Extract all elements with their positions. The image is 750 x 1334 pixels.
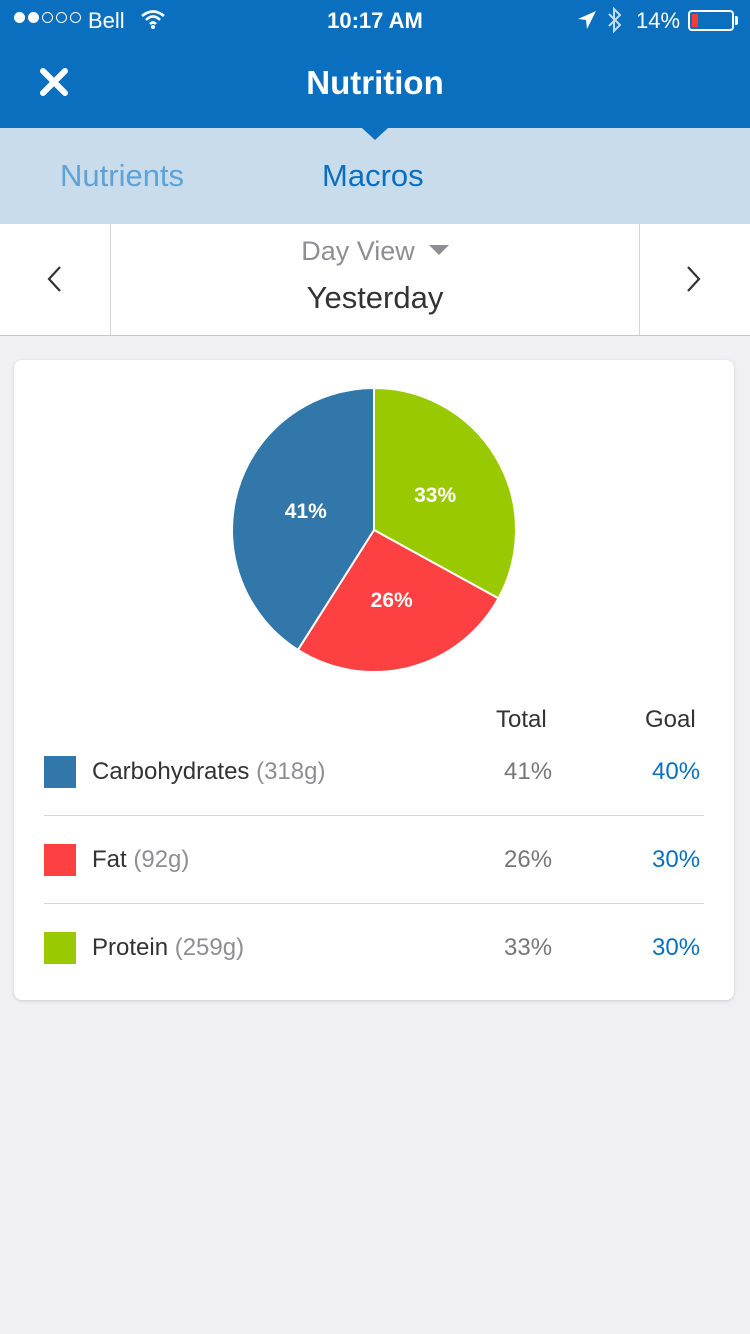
- status-time: 10:17 AM: [327, 8, 423, 33]
- view-selector[interactable]: Day View: [111, 236, 639, 267]
- pie-slice: [296, 528, 500, 673]
- view-selector-label: Day View: [301, 236, 415, 266]
- battery-tip: [735, 16, 738, 25]
- date-label: Yesterday: [306, 280, 444, 315]
- battery-icon: [688, 10, 734, 31]
- previous-day-button[interactable]: [0, 224, 111, 335]
- macro-goal: 40%: [652, 758, 701, 785]
- macro-goal: 30%: [652, 934, 701, 961]
- macro-row-fat: Fat (92g) 26% 30%: [44, 815, 704, 903]
- macro-name: Protein (259g): [92, 934, 245, 961]
- location-arrow-icon: [578, 11, 596, 29]
- macro-total: 41%: [504, 758, 553, 785]
- macro-row-protein: Protein (259g) 33% 30%: [44, 903, 704, 991]
- pie-slice-label: 26%: [371, 589, 413, 612]
- total-column-header: Total: [496, 706, 547, 733]
- bluetooth-icon: [608, 7, 622, 33]
- segment-tabs: Nutrients Macros: [0, 128, 750, 224]
- status-bar: Bell 10:17 AM 14%: [0, 0, 750, 40]
- macro-name: Fat (92g): [92, 846, 190, 873]
- page-title: Nutrition: [306, 64, 444, 101]
- chevron-right-icon: [687, 266, 701, 292]
- macros-pie-chart: 33% 26% 41%: [231, 386, 517, 673]
- top-bar: Bell 10:17 AM 14% Nutrition: [0, 0, 750, 128]
- pie-slice: [373, 386, 517, 600]
- color-swatch: [44, 756, 76, 788]
- wifi-icon: [141, 10, 165, 29]
- pie-slice: [231, 386, 375, 652]
- color-swatch: [44, 844, 76, 876]
- tab-macros[interactable]: Macros: [322, 158, 424, 193]
- macro-goal: 30%: [652, 846, 701, 873]
- pie-slice-label: 41%: [285, 500, 327, 523]
- next-day-button[interactable]: [639, 224, 750, 335]
- goal-column-header: Goal: [645, 706, 696, 733]
- signal-strength-icon: [14, 12, 81, 23]
- macro-total: 33%: [504, 934, 553, 961]
- battery-percent: 14%: [636, 8, 681, 33]
- macro-row-carbohydrates: Carbohydrates (318g) 41% 40%: [44, 728, 704, 816]
- tab-nutrients[interactable]: Nutrients: [60, 158, 185, 193]
- close-icon[interactable]: [38, 66, 70, 98]
- chevron-left-icon: [47, 266, 61, 292]
- caret-down-icon: [428, 245, 449, 255]
- macros-card: 33% 26% 41% Total Goal Carbohydrates (318g…: [14, 360, 734, 1000]
- selected-tab-indicator: [362, 128, 388, 140]
- carrier-name: Bell: [88, 8, 125, 33]
- color-swatch: [44, 932, 76, 964]
- date-navigator: Day View Yesterday: [0, 224, 750, 336]
- macro-name: Carbohydrates (318g): [92, 758, 326, 785]
- pie-slice-label: 33%: [414, 484, 456, 507]
- macro-total: 26%: [504, 846, 553, 873]
